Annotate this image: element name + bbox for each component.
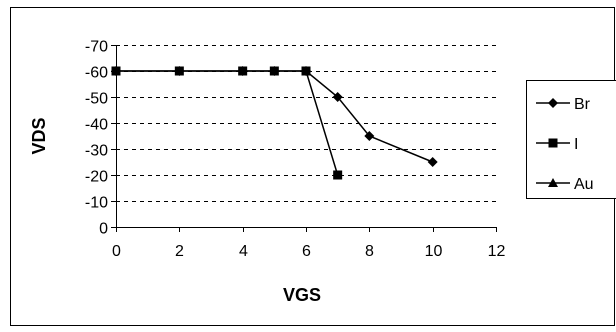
y-axis-title: VDS	[29, 117, 49, 154]
y-tick-label: 0	[99, 221, 108, 238]
series-layer	[111, 66, 438, 180]
x-tick-label: 6	[302, 243, 311, 260]
legend-marker	[549, 139, 558, 148]
legend-label: I	[574, 136, 578, 153]
y-tick-label: -50	[85, 91, 108, 108]
y-tick-label: -10	[85, 195, 108, 212]
series-i	[112, 67, 343, 180]
x-tick-label: 8	[365, 243, 374, 260]
series-br	[111, 66, 438, 167]
series-line	[116, 71, 433, 162]
data-point	[428, 157, 438, 167]
data-point	[112, 67, 121, 76]
x-axis-title: VGS	[283, 285, 321, 305]
x-tick-label: 4	[239, 243, 248, 260]
data-point	[270, 67, 279, 76]
x-tick-label: 2	[175, 243, 184, 260]
legend-label: Br	[574, 96, 591, 113]
data-point	[333, 171, 342, 180]
data-point	[238, 67, 247, 76]
data-point	[302, 67, 311, 76]
y-tick-label: -20	[85, 169, 108, 186]
x-tick-label: 10	[425, 243, 443, 260]
y-tick-label: -40	[85, 117, 108, 134]
y-tick-label: -30	[85, 143, 108, 160]
x-tick-label: 0	[112, 243, 121, 260]
legend-label: Au	[574, 176, 594, 193]
y-tick-label: -60	[85, 65, 108, 82]
y-tick-label: -70	[85, 39, 108, 56]
legend-box	[527, 81, 616, 199]
x-tick-label: 12	[488, 243, 506, 260]
legend: Br I Au	[527, 81, 616, 199]
data-point	[175, 67, 184, 76]
